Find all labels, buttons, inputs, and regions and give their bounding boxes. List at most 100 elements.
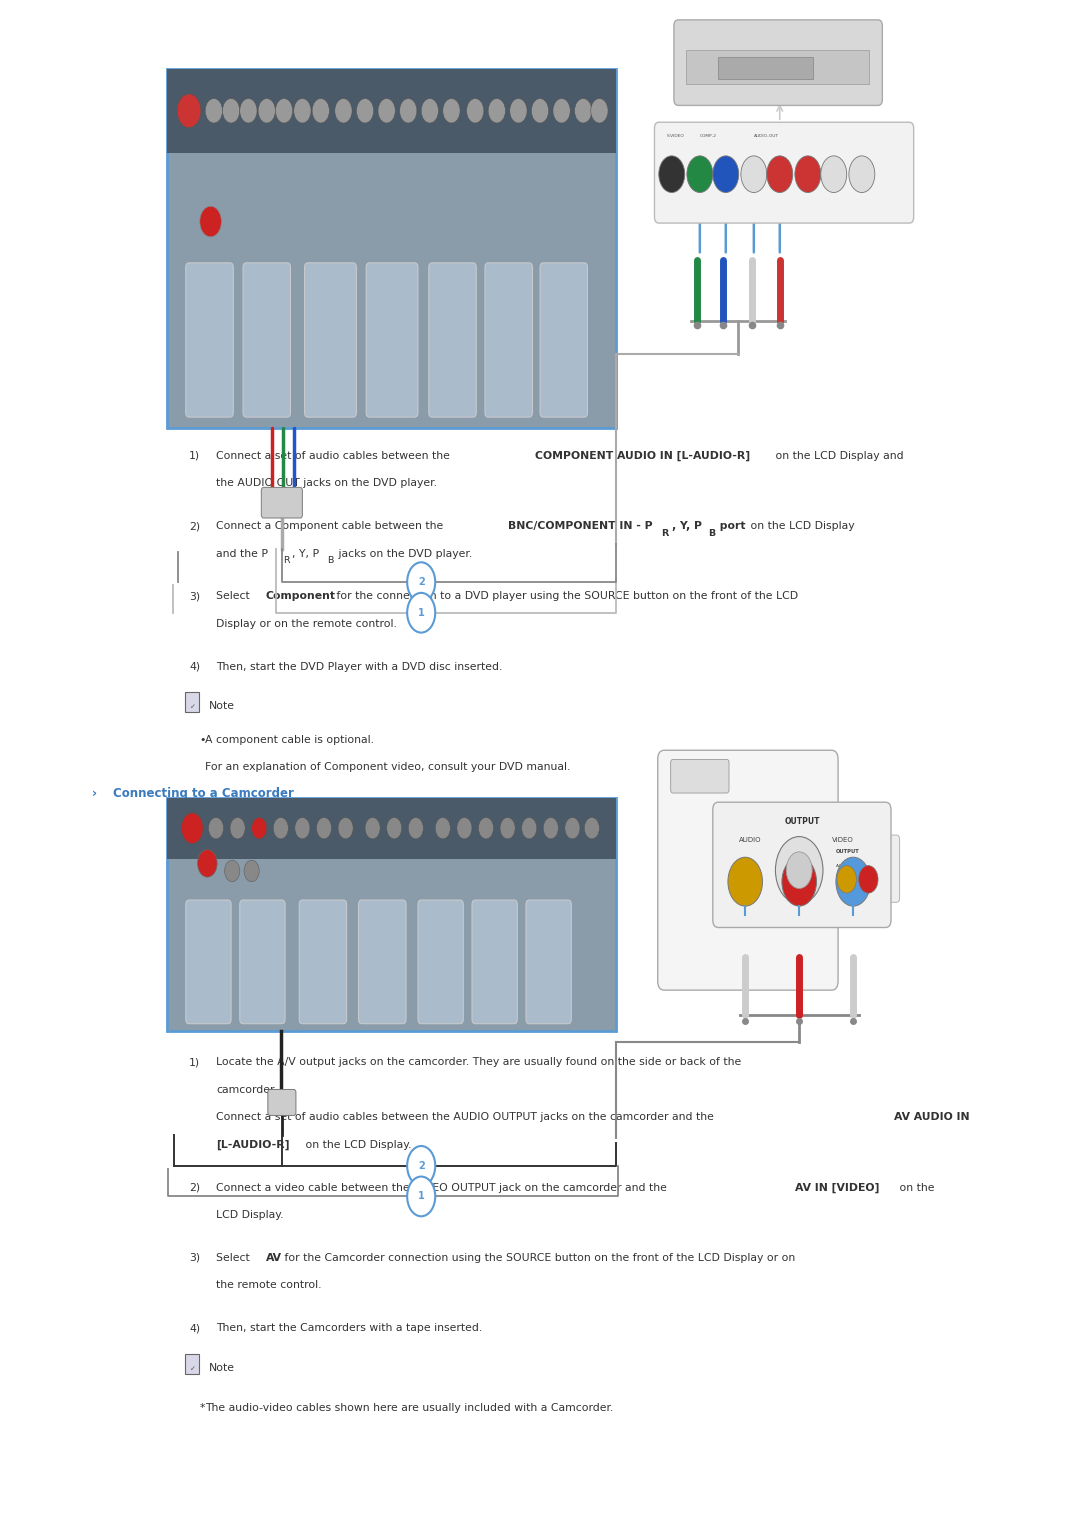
FancyBboxPatch shape — [240, 900, 285, 1024]
Text: 2: 2 — [418, 1161, 424, 1170]
Circle shape — [531, 98, 549, 122]
Text: B: B — [708, 529, 716, 538]
Text: camcorder.: camcorder. — [216, 1085, 276, 1096]
FancyBboxPatch shape — [359, 900, 406, 1024]
Circle shape — [421, 98, 438, 122]
Circle shape — [407, 562, 435, 602]
Circle shape — [713, 156, 739, 193]
Text: AV AUDIO IN: AV AUDIO IN — [894, 1112, 970, 1123]
FancyBboxPatch shape — [674, 20, 882, 105]
Text: 4): 4) — [189, 662, 200, 672]
FancyBboxPatch shape — [261, 487, 302, 518]
Text: ›: › — [92, 787, 97, 801]
Text: Connect a Component cable between the: Connect a Component cable between the — [216, 521, 447, 532]
FancyBboxPatch shape — [654, 122, 914, 223]
Text: on the LCD Display and: on the LCD Display and — [772, 451, 904, 461]
Circle shape — [741, 156, 767, 193]
Text: 1: 1 — [418, 1192, 424, 1201]
Circle shape — [258, 98, 275, 122]
Text: Note: Note — [208, 701, 234, 712]
Circle shape — [849, 156, 875, 193]
Circle shape — [836, 857, 870, 906]
Circle shape — [240, 98, 257, 122]
Text: the remote control.: the remote control. — [216, 1280, 322, 1291]
Text: on the: on the — [896, 1183, 935, 1193]
Text: 4): 4) — [189, 1323, 200, 1334]
Text: Connecting to a Camcorder: Connecting to a Camcorder — [113, 787, 294, 801]
Text: [L-AUDIO-R]: [L-AUDIO-R] — [216, 1140, 289, 1151]
Circle shape — [478, 817, 494, 839]
Text: COMPONENT AUDIO IN [L-AUDIO-R]: COMPONENT AUDIO IN [L-AUDIO-R] — [535, 451, 750, 461]
Circle shape — [575, 98, 592, 122]
FancyBboxPatch shape — [686, 50, 869, 84]
Text: R: R — [283, 556, 289, 565]
Circle shape — [181, 813, 203, 843]
Circle shape — [387, 817, 402, 839]
Text: VIDEO: VIDEO — [832, 837, 853, 843]
Circle shape — [837, 865, 856, 892]
Text: port: port — [716, 521, 745, 532]
Text: Connect a set of audio cables between the: Connect a set of audio cables between th… — [216, 451, 454, 461]
Circle shape — [728, 857, 762, 906]
Circle shape — [859, 865, 878, 892]
Circle shape — [553, 98, 570, 122]
Circle shape — [659, 156, 685, 193]
Text: AUDIO: AUDIO — [740, 837, 761, 843]
FancyBboxPatch shape — [268, 1089, 296, 1115]
Circle shape — [767, 156, 793, 193]
Circle shape — [316, 817, 332, 839]
Text: 3): 3) — [189, 591, 200, 602]
Circle shape — [408, 817, 423, 839]
FancyBboxPatch shape — [167, 798, 616, 1031]
Circle shape — [205, 98, 222, 122]
Text: OUTPUT: OUTPUT — [784, 817, 820, 827]
Text: for the Camcorder connection using the SOURCE button on the front of the LCD Dis: for the Camcorder connection using the S… — [281, 1253, 795, 1264]
Text: BNC/COMPONENT IN - P: BNC/COMPONENT IN - P — [508, 521, 652, 532]
Text: *: * — [200, 1403, 205, 1413]
Circle shape — [584, 817, 599, 839]
Text: A component cable is optional.: A component cable is optional. — [205, 735, 374, 746]
FancyBboxPatch shape — [429, 263, 476, 417]
Text: AV: AV — [266, 1253, 282, 1264]
Circle shape — [312, 98, 329, 122]
Text: Display or on the remote control.: Display or on the remote control. — [216, 619, 396, 630]
Text: R: R — [661, 529, 669, 538]
Text: COMP-2: COMP-2 — [700, 134, 717, 139]
FancyBboxPatch shape — [658, 750, 838, 990]
Text: for the connection to a DVD player using the SOURCE button on the front of the L: for the connection to a DVD player using… — [333, 591, 798, 602]
Circle shape — [467, 98, 484, 122]
Text: , Y, P: , Y, P — [292, 549, 319, 559]
Circle shape — [510, 98, 527, 122]
FancyBboxPatch shape — [167, 69, 616, 153]
Circle shape — [338, 817, 353, 839]
Circle shape — [208, 817, 224, 839]
Text: Select: Select — [216, 591, 253, 602]
Circle shape — [775, 836, 823, 903]
Text: Connect a video cable between the VIDEO OUTPUT jack on the camcorder and the: Connect a video cable between the VIDEO … — [216, 1183, 671, 1193]
FancyBboxPatch shape — [299, 900, 347, 1024]
Circle shape — [365, 817, 380, 839]
Text: Then, start the DVD Player with a DVD disc inserted.: Then, start the DVD Player with a DVD di… — [216, 662, 502, 672]
Circle shape — [378, 98, 395, 122]
Text: The audio-video cables shown here are usually included with a Camcorder.: The audio-video cables shown here are us… — [205, 1403, 613, 1413]
Text: and the P: and the P — [216, 549, 268, 559]
Text: 2): 2) — [189, 1183, 200, 1193]
Text: Connect a set of audio cables between the AUDIO OUTPUT jacks on the camcorder an: Connect a set of audio cables between th… — [216, 1112, 717, 1123]
Circle shape — [457, 817, 472, 839]
Text: OUTPUT: OUTPUT — [836, 848, 860, 854]
FancyBboxPatch shape — [418, 900, 463, 1024]
Text: the AUDIO OUT jacks on the DVD player.: the AUDIO OUT jacks on the DVD player. — [216, 478, 437, 489]
Circle shape — [225, 860, 240, 882]
Circle shape — [198, 850, 217, 877]
FancyBboxPatch shape — [186, 263, 233, 417]
Circle shape — [488, 98, 505, 122]
Text: Note: Note — [208, 1363, 234, 1374]
FancyBboxPatch shape — [167, 798, 616, 859]
Circle shape — [407, 593, 435, 633]
Circle shape — [795, 156, 821, 193]
Text: •: • — [200, 735, 206, 746]
Text: jacks on the DVD player.: jacks on the DVD player. — [335, 549, 472, 559]
Circle shape — [244, 860, 259, 882]
Text: B: B — [327, 556, 334, 565]
Text: 1): 1) — [189, 451, 200, 461]
